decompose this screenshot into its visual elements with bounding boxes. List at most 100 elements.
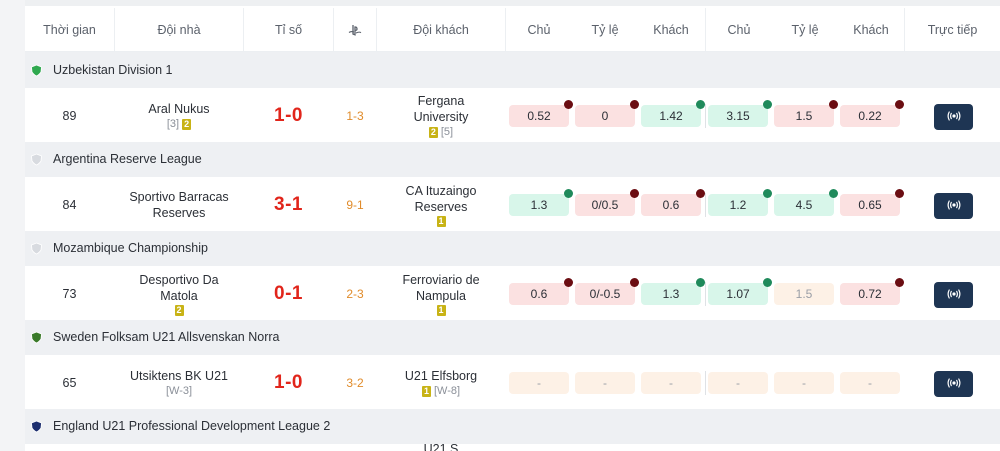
odds-change-indicator [895,189,904,198]
odds-divider [705,282,706,306]
match-minute: 65 [62,375,77,390]
odds-change-indicator [763,189,772,198]
odds-handicap-home[interactable]: 0.6 [509,278,573,305]
odds-overunder-line[interactable]: 1.5 [774,283,834,305]
yellow-card-badge: 2 [174,304,184,316]
away-team-cell[interactable]: Ferroviario de Nampula 1 [377,267,505,320]
header-away: Đội khách [413,23,469,37]
home-team-cell[interactable]: Sportivo Barracas Reserves [115,178,243,231]
league-name: Uzbekistan Division 1 [53,63,173,77]
odds-handicap-away[interactable]: 0.6 [641,189,705,216]
league-header[interactable]: Mozambique Championship [25,230,1000,266]
broadcast-icon [947,199,961,213]
match-minute: 84 [62,197,77,212]
away-team-name[interactable]: CA Ituzaingo Reserves [405,183,477,214]
live-stream-button[interactable] [934,282,973,308]
odds-overunder-over[interactable]: 3.15 [708,100,772,127]
crest-icon [30,420,43,433]
table-row[interactable]: 65 Utsiktens BK U21 [W-3] 1-0 3-2 U21 Elfsbor… [25,356,1000,409]
league-header[interactable]: Uzbekistan Division 1 [25,52,1000,88]
ball-icon [30,242,43,255]
odds-handicap-home[interactable]: - [509,372,569,394]
odds-handicap-line[interactable]: - [575,372,635,394]
away-team-meta: 1 [436,215,446,227]
header-separator [705,8,706,52]
league-header[interactable]: England U21 Professional Development Lea… [25,408,1000,444]
half-time-cell: 3-2 [334,356,376,409]
home-team-rank: [W-3] [165,384,193,397]
half-time-cell: 2-3 [334,267,376,320]
odds-overunder-under[interactable]: - [840,372,900,394]
away-team-name[interactable]: Fergana University [413,93,469,124]
header-separator [333,8,334,52]
score-cell[interactable]: 1-0 [244,356,333,409]
header-handicap-away: Khách [653,23,689,37]
home-team-name[interactable]: Desportivo Da Matola [139,272,219,303]
ball-icon [30,153,43,166]
table-row-partial[interactable]: U21 S [25,444,1000,451]
league-name: Argentina Reserve League [53,152,202,166]
half-time-score: 3-2 [346,375,364,390]
match-score[interactable]: 1-0 [274,104,303,126]
header-overunder-ratio: Tỷ lệ [791,23,819,37]
odds-handicap-away[interactable]: 1.42 [641,100,705,127]
away-team-name[interactable]: U21 Elfsborg [404,368,478,383]
match-score[interactable]: 0-1 [274,282,303,304]
odds-change-indicator [829,189,838,198]
home-team-meta: [3] 2 [167,118,192,131]
odds-overunder-line[interactable]: - [774,372,834,394]
live-stream-button[interactable] [934,193,973,219]
home-team-name[interactable]: Sportivo Barracas Reserves [129,189,229,220]
home-team-name[interactable]: Utsiktens BK U21 [130,368,228,383]
match-score[interactable]: 3-1 [274,193,303,215]
live-stream-button[interactable] [934,371,973,397]
home-team-cell[interactable]: Desportivo Da Matola 2 [115,267,243,320]
away-team-rank: [5] [440,125,454,138]
match-minute-cell: 89 [25,89,114,142]
odds-handicap-away[interactable]: - [641,372,701,394]
half-time-score: 2-3 [346,286,364,301]
odds-handicap-line[interactable]: 0/0.5 [575,189,639,216]
odds-change-indicator [630,278,639,287]
odds-change-indicator [696,100,705,109]
odds-overunder-line[interactable]: 1.5 [774,100,838,127]
odds-overunder-over[interactable]: 1.2 [708,189,772,216]
odds-overunder-line[interactable]: 4.5 [774,189,838,216]
away-team-rank: [W-8] [433,384,461,397]
header-live: Trực tiếp [927,23,978,37]
score-cell[interactable]: 1-0 [244,89,333,142]
odds-handicap-line[interactable]: 0/-0.5 [575,278,639,305]
home-team-name[interactable]: Aral Nukus [148,101,210,116]
home-team-meta: [W-3] [166,385,192,398]
home-team-cell[interactable]: Aral Nukus [3] 2 [115,89,243,142]
header-separator [114,8,115,52]
live-stream-button[interactable] [934,104,973,130]
score-cell[interactable]: 3-1 [244,178,333,231]
league-header[interactable]: Sweden Folksam U21 Allsvenskan Norra [25,319,1000,355]
yellow-card-badge: 1 [436,304,446,316]
odds-overunder-under[interactable]: 0.22 [840,100,904,127]
away-team-cell[interactable]: Fergana University 2 [5] [377,89,505,142]
header-separator [904,8,905,52]
odds-overunder-under[interactable]: 0.72 [840,278,904,305]
table-row[interactable]: 73 Desportivo Da Matola 2 0-1 2-3 Ferroviario… [25,267,1000,320]
odds-handicap-away[interactable]: 1.3 [641,278,705,305]
home-team-cell[interactable]: Utsiktens BK U21 [W-3] [115,356,243,409]
odds-handicap-line[interactable]: 0 [575,100,639,127]
away-team-cell[interactable]: CA Ituzaingo Reserves 1 [377,178,505,231]
table-row[interactable]: 84 Sportivo Barracas Reserves 3-1 9-1 CA Itu… [25,178,1000,231]
broadcast-icon [947,377,961,391]
odds-change-indicator [630,100,639,109]
odds-overunder-over[interactable]: 1.07 [708,278,772,305]
match-score[interactable]: 1-0 [274,371,303,393]
odds-overunder-under[interactable]: 0.65 [840,189,904,216]
away-team-name[interactable]: U21 S [423,444,459,451]
score-cell[interactable]: 0-1 [244,267,333,320]
away-team-cell[interactable]: U21 Elfsborg 1 [W-8] [377,356,505,409]
odds-handicap-home[interactable]: 0.52 [509,100,573,127]
odds-overunder-over[interactable]: - [708,372,768,394]
league-header[interactable]: Argentina Reserve League [25,141,1000,177]
odds-handicap-home[interactable]: 1.3 [509,189,573,216]
away-team-name[interactable]: Ferroviario de Nampula [402,272,480,303]
table-row[interactable]: 89 Aral Nukus [3] 2 1-0 1-3 Fergana University… [25,89,1000,142]
